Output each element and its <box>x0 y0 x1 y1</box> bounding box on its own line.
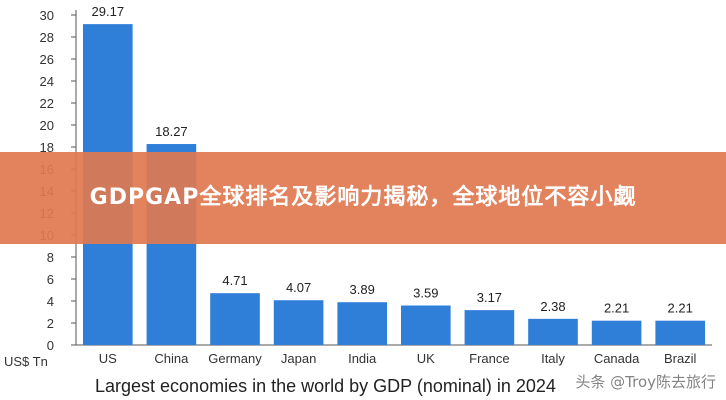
y-tick-label: 18 <box>40 140 54 155</box>
y-tick-label: 28 <box>40 30 54 45</box>
y-tick-label: 22 <box>40 96 54 111</box>
x-tick-label: Germany <box>208 351 262 366</box>
bar-japan <box>273 300 324 345</box>
bar-brazil <box>655 320 706 345</box>
x-tick-label: France <box>469 351 509 366</box>
data-label: 3.17 <box>477 290 502 305</box>
banner-title: GDPGAP全球排名及影响力揭秘，全球地位不容小觑 <box>89 185 637 210</box>
data-label: 2.21 <box>604 301 629 316</box>
watermark: 头条 @Troy陈去旅行 <box>575 373 716 391</box>
x-tick-label: UK <box>417 351 435 366</box>
bar-germany <box>210 293 260 345</box>
y-tick-label: 30 <box>40 8 54 23</box>
y-tick-label: 24 <box>40 74 54 89</box>
x-tick-label: China <box>154 351 189 366</box>
data-label: 4.07 <box>286 280 311 295</box>
x-axis-labels: US China Germany Japan India UK France Italy Can… <box>99 351 697 366</box>
bar-canada <box>591 320 642 345</box>
x-tick-label: Japan <box>281 351 316 366</box>
data-label: 2.38 <box>540 299 565 314</box>
y-tick-label: 2 <box>47 316 54 331</box>
x-tick-label: India <box>348 351 377 366</box>
y-tick-label: 8 <box>47 250 54 265</box>
data-label: 29.17 <box>92 4 125 19</box>
data-label: 2.21 <box>668 301 693 316</box>
data-label: 3.59 <box>413 286 438 301</box>
x-tick-label: Canada <box>594 351 640 366</box>
bar-india <box>337 302 388 345</box>
y-axis-title: US$ Tn <box>4 354 48 369</box>
data-label: 3.89 <box>350 282 375 297</box>
bar-uk <box>400 305 451 345</box>
data-label: 18.27 <box>155 124 188 139</box>
chart-title: Largest economies in the world by GDP (n… <box>95 376 556 396</box>
y-tick-label: 0 <box>47 338 54 353</box>
y-tick-label: 26 <box>40 52 54 67</box>
x-tick-label: Italy <box>541 351 565 366</box>
x-tick-label: Brazil <box>664 351 697 366</box>
data-label: 4.71 <box>222 273 247 288</box>
bar-france <box>464 310 515 345</box>
x-tick-label: US <box>99 351 117 366</box>
y-tick-label: 20 <box>40 118 54 133</box>
title-banner: GDPGAP全球排名及影响力揭秘，全球地位不容小觑 <box>0 152 726 244</box>
y-tick-label: 4 <box>47 294 54 309</box>
y-tick-label: 6 <box>47 272 54 287</box>
bar-italy <box>528 318 578 345</box>
data-labels: 29.17 18.27 4.71 4.07 3.89 3.59 3.17 2.38 2.21 2.… <box>92 4 693 316</box>
